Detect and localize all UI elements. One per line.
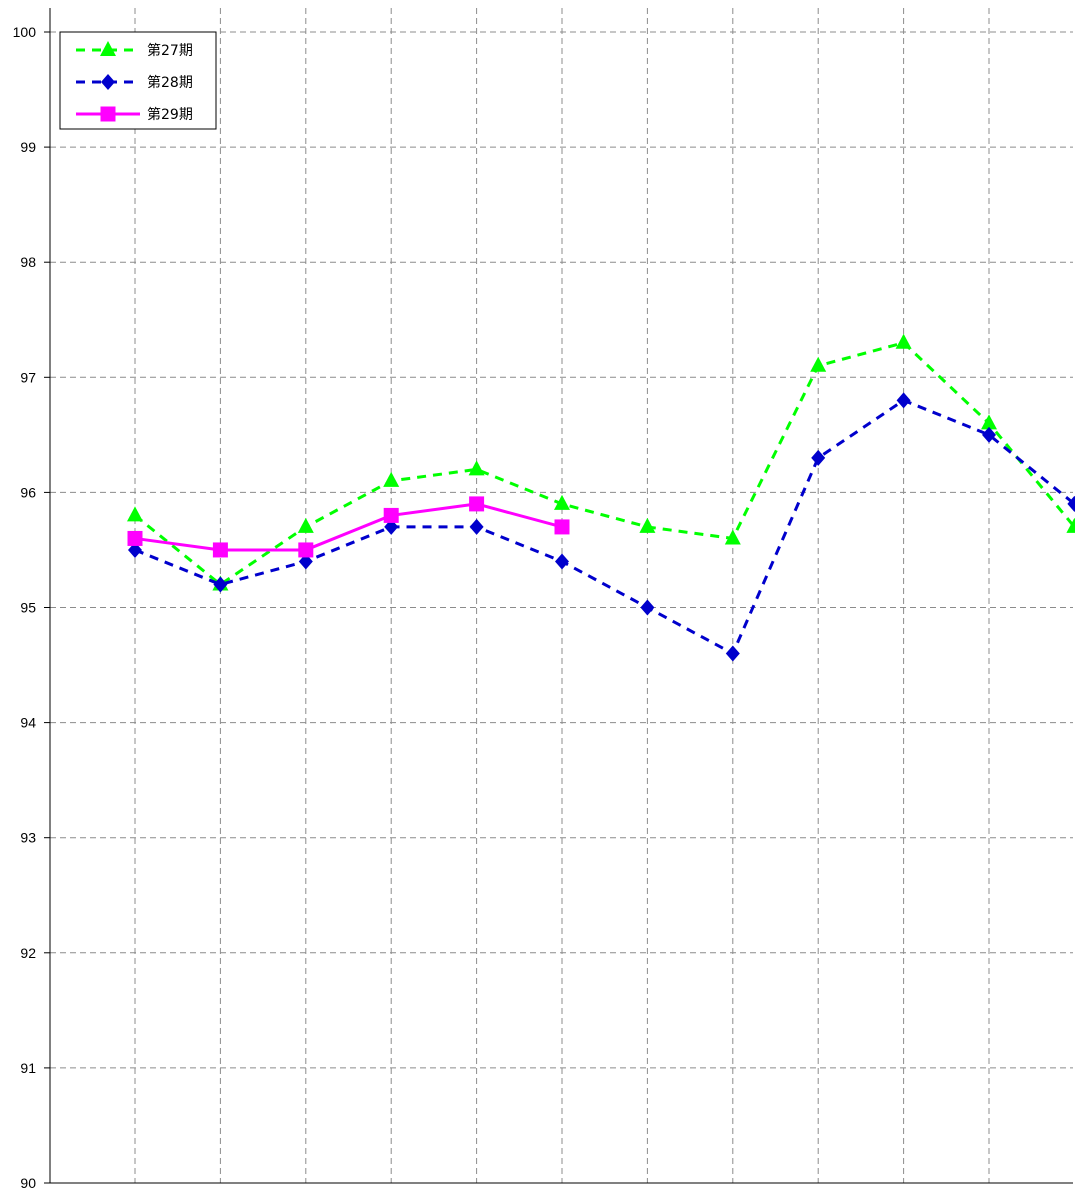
data-point bbox=[1066, 517, 1075, 533]
data-point bbox=[811, 449, 826, 466]
y-tick-label: 98 bbox=[20, 254, 36, 270]
legend-marker bbox=[101, 74, 115, 90]
series-line bbox=[134, 502, 563, 552]
y-tick-label: 97 bbox=[20, 369, 36, 385]
y-tick-label: 99 bbox=[20, 139, 36, 155]
y-tick-label: 90 bbox=[20, 1175, 36, 1191]
data-point bbox=[298, 542, 314, 558]
data-point bbox=[554, 519, 570, 535]
legend-marker bbox=[100, 41, 116, 56]
data-point bbox=[213, 576, 228, 593]
legend-label: 第27期 bbox=[147, 42, 193, 59]
grid bbox=[50, 8, 1073, 1183]
y-tick-label: 96 bbox=[20, 484, 36, 500]
y-axis-ticks: 100 99 98 97 96 95 94 93 92 91 90 bbox=[13, 24, 50, 1191]
data-point bbox=[297, 517, 314, 533]
legend-marker bbox=[100, 106, 116, 122]
y-tick-label: 91 bbox=[20, 1060, 36, 1076]
legend-label: 第28期 bbox=[147, 74, 193, 91]
data-point bbox=[468, 460, 485, 476]
data-point bbox=[810, 356, 827, 372]
data-point bbox=[895, 333, 912, 349]
data-point bbox=[383, 471, 400, 487]
y-tick-label: 92 bbox=[20, 945, 36, 961]
series-line bbox=[134, 341, 1075, 587]
data-point bbox=[724, 529, 741, 545]
y-tick-label: 94 bbox=[20, 715, 36, 731]
data-point bbox=[469, 496, 485, 512]
data-point bbox=[1067, 495, 1075, 512]
data-point bbox=[384, 518, 399, 535]
data-point bbox=[981, 414, 997, 430]
series-group bbox=[127, 333, 1075, 662]
data-point bbox=[896, 392, 911, 409]
legend-label: 第29期 bbox=[147, 106, 193, 123]
data-point bbox=[639, 517, 656, 533]
data-point bbox=[982, 426, 996, 443]
series-line bbox=[134, 398, 1075, 656]
data-point bbox=[298, 553, 313, 570]
y-tick-label: 95 bbox=[20, 600, 36, 616]
series-3 bbox=[127, 496, 570, 558]
series-2 bbox=[128, 392, 1075, 662]
y-tick-label: 100 bbox=[13, 24, 37, 40]
data-point bbox=[128, 541, 142, 558]
data-point bbox=[127, 530, 143, 546]
data-point bbox=[469, 518, 484, 535]
data-point bbox=[725, 645, 740, 662]
data-point bbox=[212, 542, 228, 558]
data-point bbox=[555, 553, 569, 570]
data-point bbox=[554, 494, 570, 510]
data-point bbox=[640, 599, 655, 616]
data-point bbox=[383, 507, 399, 523]
y-tick-label: 93 bbox=[20, 830, 36, 846]
data-point bbox=[127, 506, 143, 522]
